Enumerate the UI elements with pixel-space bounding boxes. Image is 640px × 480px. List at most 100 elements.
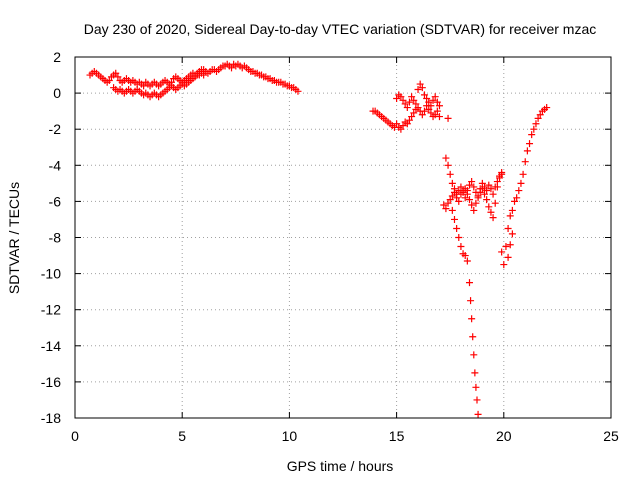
data-point <box>457 243 465 251</box>
data-point <box>405 98 413 106</box>
tick-marks <box>74 56 612 419</box>
data-point <box>442 154 450 162</box>
data-point <box>536 111 544 119</box>
y-tick-label: -8 <box>49 230 62 246</box>
data-point <box>498 248 506 256</box>
data-point <box>461 185 469 193</box>
data-point <box>483 187 491 195</box>
data-point <box>489 214 497 222</box>
data-point <box>397 125 405 133</box>
data-point <box>423 95 431 103</box>
data-point <box>408 113 416 121</box>
data-point <box>425 98 433 106</box>
grid-lines <box>75 57 611 418</box>
data-point <box>532 120 540 128</box>
data-point <box>530 125 538 133</box>
chart-title: Day 230 of 2020, Sidereal Day-to-day VTE… <box>84 21 597 37</box>
data-point <box>468 178 476 186</box>
data-point <box>453 194 461 202</box>
data-point <box>427 102 435 110</box>
data-point <box>114 73 122 81</box>
data-point <box>457 183 465 191</box>
data-point <box>448 192 456 200</box>
data-point <box>471 369 479 377</box>
x-tick-labels: 0 5 10 15 20 25 <box>71 428 619 444</box>
y-tick-label: 2 <box>53 49 61 65</box>
data-point <box>478 185 486 193</box>
data-point <box>455 197 463 205</box>
data-point <box>483 196 491 204</box>
data-point <box>440 201 448 209</box>
x-tick-label: 5 <box>178 428 186 444</box>
data-point <box>414 85 422 93</box>
data-point <box>463 257 471 265</box>
data-point <box>489 190 497 198</box>
data-point <box>444 199 452 207</box>
data-point <box>200 71 208 79</box>
data-point <box>481 190 489 198</box>
data-point <box>399 96 407 104</box>
data-point <box>508 206 516 214</box>
x-axis-label: GPS time / hours <box>287 458 394 474</box>
y-axis-label: SDTVAR / TECUs <box>6 182 22 294</box>
data-point <box>493 183 501 191</box>
data-point <box>485 203 493 211</box>
data-point <box>431 111 439 119</box>
data-point <box>450 188 458 196</box>
y-tick-label: -18 <box>41 410 61 426</box>
data-point <box>519 170 527 178</box>
data-point <box>397 93 405 101</box>
data-point <box>450 215 458 223</box>
data-point <box>446 196 454 204</box>
data-point <box>472 383 480 391</box>
data-point <box>461 252 469 260</box>
data-point <box>472 199 480 207</box>
y-tick-label: -4 <box>49 157 62 173</box>
data-point <box>420 91 428 99</box>
data-point <box>446 170 454 178</box>
data-point <box>433 107 441 115</box>
data-point <box>444 114 452 122</box>
data-point <box>410 96 418 104</box>
data-point <box>474 410 482 418</box>
data-point <box>457 190 465 198</box>
data-point <box>474 194 482 202</box>
data-point <box>543 104 551 112</box>
data-point <box>511 197 519 205</box>
y-tick-label: -14 <box>41 338 61 354</box>
data-point <box>461 194 469 202</box>
y-tick-label: -16 <box>41 374 61 390</box>
x-tick-label: 25 <box>603 428 619 444</box>
y-tick-label: -10 <box>41 266 61 282</box>
data-point <box>508 230 516 238</box>
data-point <box>468 201 476 209</box>
data-point <box>393 95 401 103</box>
data-point <box>455 234 463 241</box>
data-point <box>427 109 435 117</box>
data-point <box>431 93 439 101</box>
data-point <box>496 174 504 182</box>
data-point <box>401 100 409 108</box>
data-point <box>498 169 506 177</box>
data-point <box>476 188 484 196</box>
data-point <box>448 179 456 187</box>
data-point <box>470 351 478 359</box>
data-point <box>506 212 514 220</box>
data-point <box>506 241 514 249</box>
data-point <box>410 109 418 117</box>
data-point <box>429 96 437 104</box>
data-point <box>412 100 420 108</box>
data-point <box>463 190 471 198</box>
data-point <box>487 208 495 216</box>
y-tick-label: -6 <box>49 193 62 209</box>
data-point <box>469 333 477 341</box>
data-point <box>504 224 512 232</box>
data-point <box>435 102 443 110</box>
data-point <box>416 80 424 88</box>
y-tick-label: 0 <box>53 85 61 101</box>
x-tick-label: 0 <box>71 428 79 444</box>
data-point <box>418 111 426 119</box>
y-tick-label: -12 <box>41 302 61 318</box>
data-point <box>534 114 542 122</box>
